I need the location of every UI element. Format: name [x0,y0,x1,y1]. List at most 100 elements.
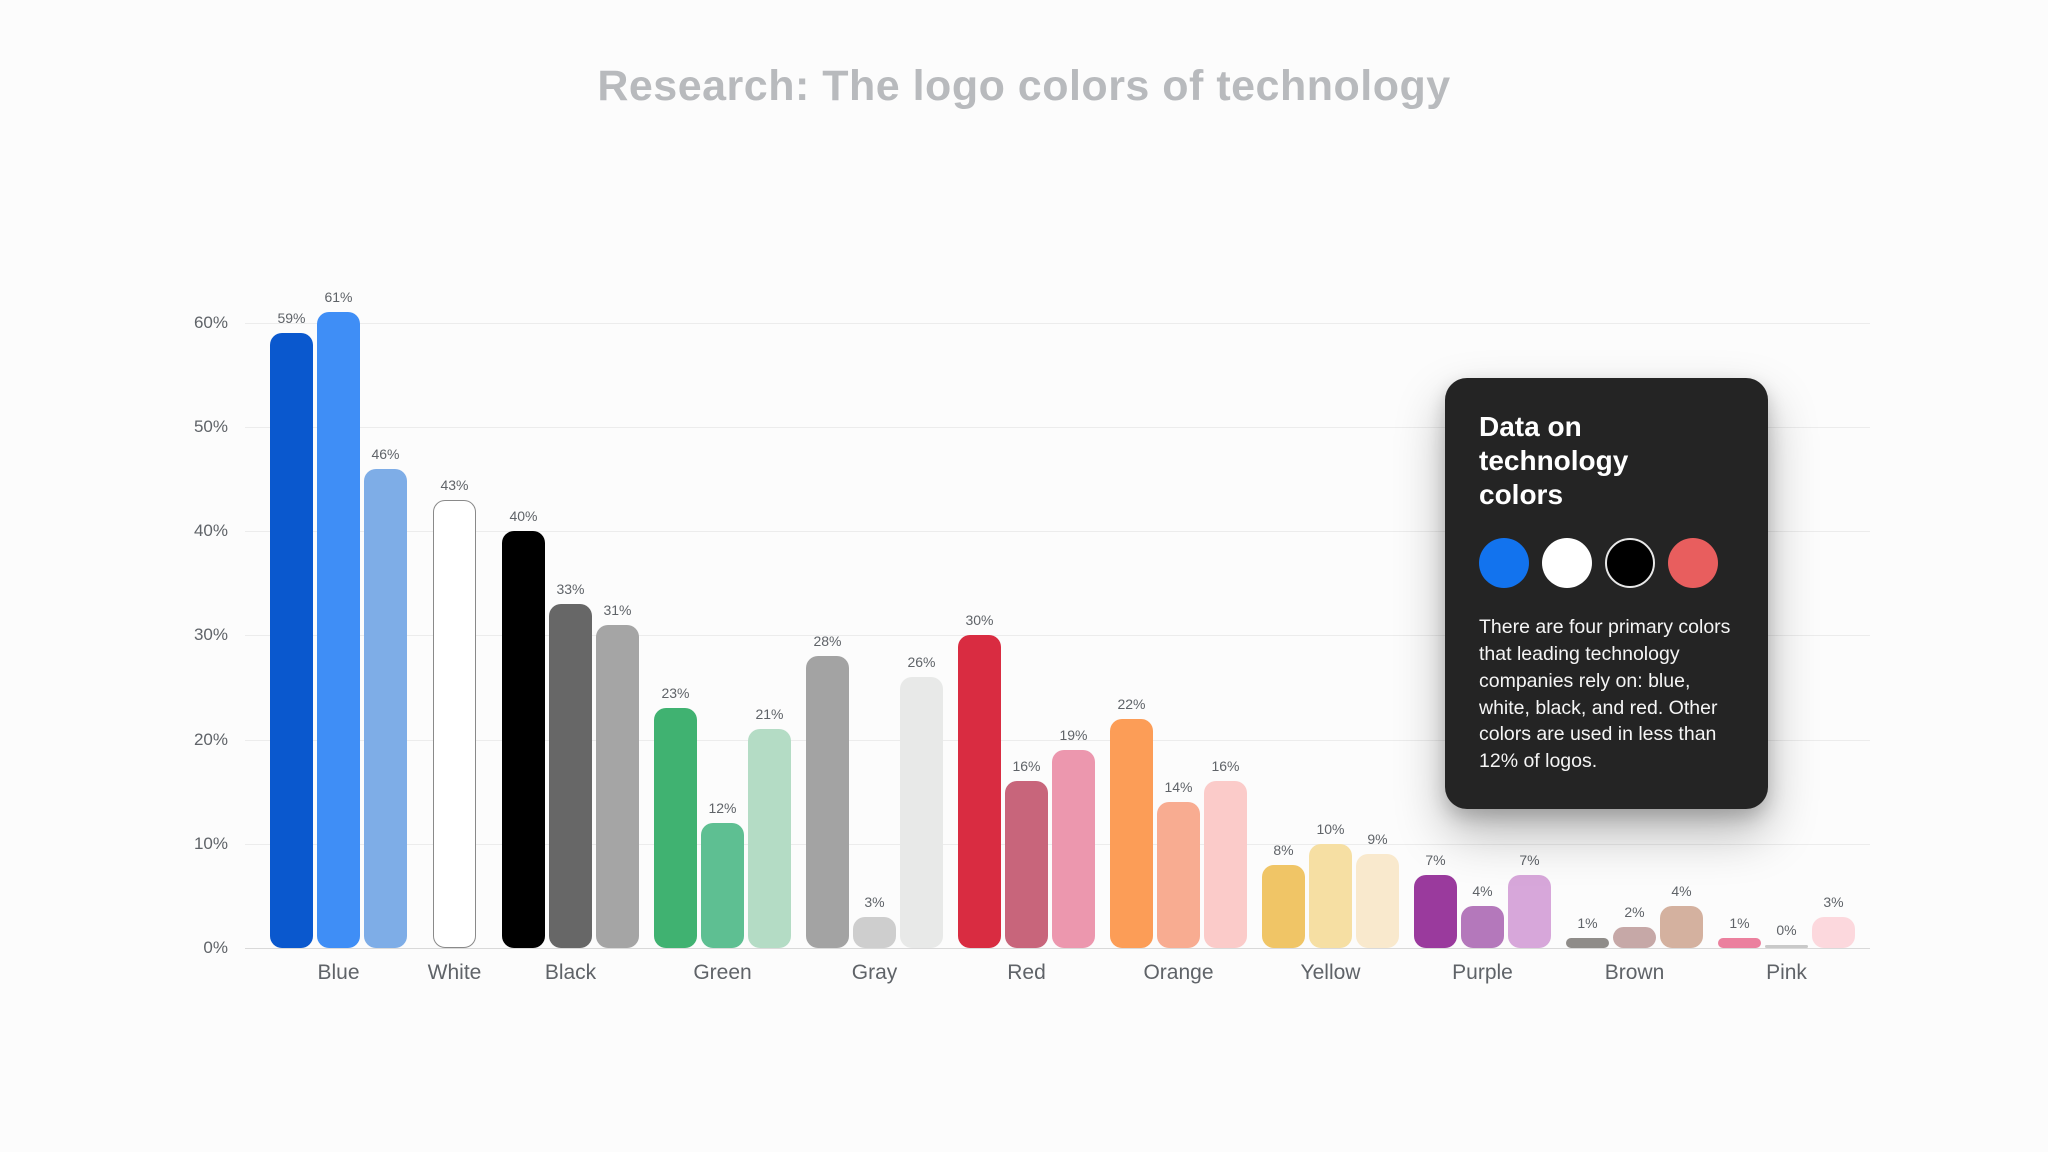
green-bar[interactable] [748,729,791,948]
bar-column: 23% [654,685,697,948]
purple-bar[interactable] [1508,875,1551,948]
bar-column: 33% [549,581,592,948]
x-axis-category-label: Purple [1452,961,1513,984]
bar-group-red: 30% 16% 19% Red [958,612,1095,984]
bar-value-label: 43% [440,476,469,493]
white-bar[interactable] [433,499,476,948]
bar-column: 22% [1110,696,1153,948]
bar-value-label: 21% [755,706,784,723]
page-title: Research: The logo colors of technology [597,62,1451,110]
x-axis-category-label: Black [544,961,597,984]
purple-bar[interactable] [1461,906,1504,948]
bar-group-blue: 59% 61% 46% Blue [270,289,407,984]
bar-value-label: 16% [1012,758,1041,775]
bar-value-label: 10% [1316,820,1345,837]
yellow-bar[interactable] [1356,854,1399,948]
bar-value-label: 33% [556,581,585,598]
bar-value-label: 61% [324,289,353,306]
black-bar[interactable] [596,624,639,948]
gridline [245,739,1870,741]
black-bar[interactable] [502,531,545,948]
bar-value-label: 3% [864,893,885,910]
gridline [245,322,1870,324]
bar-column: 30% [958,612,1001,948]
red-bar[interactable] [958,635,1001,948]
pink-bar[interactable] [1765,944,1808,948]
bar-column: 2% [1613,904,1656,948]
green-bar[interactable] [654,708,697,948]
bar-group-brown: 1% 2% 4% Brown [1566,883,1703,984]
red-bar[interactable] [1052,750,1095,948]
bar-groups: 59% 61% 46% Blue 43% White 40% 33% 31% Black 23% 12… [270,0,1855,984]
yellow-bar[interactable] [1262,864,1305,948]
blue-bar[interactable] [364,468,407,948]
bar-column: 28% [806,633,849,948]
x-axis-category-label: Blue [317,961,360,984]
black-bar[interactable] [549,604,592,948]
bar-value-label: 26% [907,654,936,671]
bar-column: 14% [1157,779,1200,948]
gray-bar[interactable] [853,916,896,948]
x-axis-category-label: Brown [1604,961,1665,984]
bar-value-label: 3% [1823,893,1844,910]
bar-value-label: 12% [708,799,737,816]
blue-bar[interactable] [270,333,313,948]
bar-group-black: 40% 33% 31% Black [502,508,639,984]
bar-column: 21% [748,706,791,948]
bar-column: 4% [1461,883,1504,948]
bar-value-label: 23% [661,685,690,702]
y-axis-tick-label: 60% [193,312,228,332]
red-swatch [1668,538,1718,589]
bar-value-label: 4% [1472,883,1493,900]
bar-column: 12% [701,800,744,948]
orange-bar[interactable] [1157,802,1200,948]
x-axis-category-label: Green [693,961,752,984]
bar-group-green: 23% 12% 21% Green [654,685,791,984]
pink-bar[interactable] [1812,916,1855,948]
bar-value-label: 7% [1519,852,1540,869]
pink-bar[interactable] [1718,937,1761,948]
orange-bar[interactable] [1110,718,1153,948]
gray-bar[interactable] [900,677,943,948]
blue-swatch [1479,538,1529,589]
bar-column: 7% [1508,852,1551,948]
bar-group-yellow: 8% 10% 9% Yellow [1262,821,1399,984]
bar-value-label: 2% [1624,904,1645,921]
x-axis-category-label: Gray [851,961,898,984]
bar-column: 16% [1005,758,1048,948]
bar-column: 40% [502,508,545,948]
bar-column: 31% [596,602,639,948]
bar-column: 10% [1309,821,1352,948]
bar-column: 16% [1204,758,1247,948]
bar-group-white: 43% White [428,477,482,984]
callout-body-text: There are four primary colors that leadi… [1479,616,1731,772]
color-swatch-row [1479,538,1734,589]
brown-bar[interactable] [1566,937,1609,948]
bar-value-label: 0% [1776,921,1797,938]
bar-value-label: 19% [1059,727,1088,744]
y-axis-tick-label: 40% [193,521,228,541]
bar-group-pink: 1% 0% 3% Pink [1718,894,1855,984]
bar-column: 19% [1052,727,1095,948]
bar-value-label: 31% [603,601,632,618]
bar-column: 4% [1660,883,1703,948]
brown-bar[interactable] [1660,906,1703,948]
bar-value-label: 14% [1164,779,1193,796]
bar-column: 26% [900,654,943,948]
bar-column: 1% [1566,915,1609,948]
gray-bar[interactable] [806,656,849,948]
orange-bar[interactable] [1204,781,1247,948]
bar-column: 43% [433,477,476,948]
blue-bar[interactable] [317,312,360,948]
y-axis-tick-label: 0% [203,938,228,957]
white-swatch [1542,538,1592,589]
brown-bar[interactable] [1613,927,1656,948]
bar-value-label: 1% [1577,914,1598,931]
yellow-bar[interactable] [1309,843,1352,948]
bar-value-label: 8% [1273,841,1294,858]
bar-group-gray: 28% 3% 26% Gray [806,633,943,984]
purple-bar[interactable] [1414,875,1457,948]
green-bar[interactable] [701,822,744,948]
red-bar[interactable] [1005,781,1048,948]
